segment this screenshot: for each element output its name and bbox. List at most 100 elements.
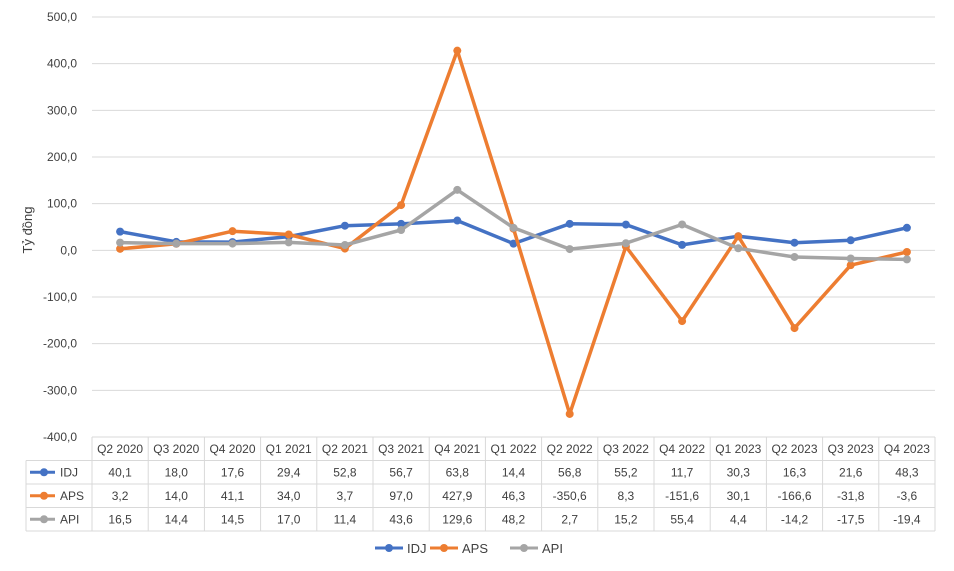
y-tick-label: 400,0 xyxy=(47,57,77,71)
data-point xyxy=(397,219,406,228)
data-point xyxy=(453,46,462,55)
legend-marker xyxy=(520,544,528,552)
table-cell: 55,2 xyxy=(614,465,638,479)
data-point xyxy=(340,221,349,230)
data-point xyxy=(734,232,743,241)
y-tick-label: 500,0 xyxy=(47,10,77,24)
table-cell: 4,4 xyxy=(730,512,747,526)
x-tick-label: Q1 2021 xyxy=(266,442,312,456)
table-cell: 97,0 xyxy=(389,489,413,503)
data-point xyxy=(116,244,125,253)
data-point xyxy=(565,219,574,228)
data-point xyxy=(340,241,349,250)
data-point xyxy=(228,239,237,248)
data-point xyxy=(678,220,687,229)
series-lines xyxy=(116,46,911,418)
table-cell: 16,3 xyxy=(783,465,807,479)
table-cell: -31,8 xyxy=(837,489,865,503)
data-table: Q2 2020 Q3 2020 Q4 2020 Q1 2021 Q2 2021 Q3 20… xyxy=(25,437,936,532)
data-point xyxy=(790,238,799,247)
table-cell: -14,2 xyxy=(781,512,809,526)
x-tick-label: Q1 2022 xyxy=(490,442,536,456)
y-tick-label: 300,0 xyxy=(47,103,77,117)
table-cell: -3,6 xyxy=(897,489,918,503)
data-point xyxy=(902,248,911,257)
table-cell: 34,0 xyxy=(277,489,301,503)
legend-label: APS xyxy=(462,541,488,556)
y-tick-label: -300,0 xyxy=(43,383,77,397)
data-point xyxy=(397,225,406,234)
data-point xyxy=(116,238,125,247)
x-tick-label: Q2 2021 xyxy=(322,442,368,456)
data-point xyxy=(790,324,799,333)
table-cell: 11,4 xyxy=(334,512,357,526)
y-tick-label: -400,0 xyxy=(43,430,77,444)
x-tick-label: Q4 2020 xyxy=(209,442,255,456)
table-cell: 48,2 xyxy=(502,512,526,526)
table-key-marker xyxy=(40,491,48,500)
data-point xyxy=(116,227,125,236)
table-cell: 52,8 xyxy=(333,465,357,479)
data-point xyxy=(284,238,293,247)
table-cell: 63,8 xyxy=(446,465,470,479)
table-cell: 30,1 xyxy=(727,489,751,503)
legend-marker xyxy=(440,544,448,552)
table-cell: 14,0 xyxy=(165,489,189,503)
table-row: IDJ 40,1 18,0 17,6 29,4 52,8 56,7 63,8 14,4 56,8 5… xyxy=(30,465,919,479)
data-point xyxy=(397,201,406,210)
gridlines xyxy=(92,16,935,438)
x-tick-label: Q4 2022 xyxy=(659,442,705,456)
data-point xyxy=(284,230,293,239)
table-cell: -166,6 xyxy=(777,489,811,503)
data-point xyxy=(453,216,462,225)
data-point xyxy=(678,317,687,326)
x-tick-label: Q3 2020 xyxy=(153,442,199,456)
data-point xyxy=(621,239,630,248)
table-cell: 11,7 xyxy=(671,465,694,479)
table-cell: 40,1 xyxy=(108,465,132,479)
series-api xyxy=(116,185,911,264)
table-cell: 14,5 xyxy=(221,512,245,526)
table-series-name: APS xyxy=(60,489,84,503)
data-point xyxy=(621,220,630,229)
legend-item-idj: IDJ xyxy=(375,541,427,556)
y-tick-label: 200,0 xyxy=(47,150,77,164)
table-cell: 3,2 xyxy=(112,489,129,503)
table-cell: -151,6 xyxy=(665,489,699,503)
y-axis-ticks: 500,0 400,0 300,0 200,0 100,0 0,0 -100,0 -200,0… xyxy=(43,10,77,444)
legend-label: API xyxy=(542,541,563,556)
x-tick-label: Q2 2023 xyxy=(771,442,817,456)
table-cell: 18,0 xyxy=(165,465,189,479)
y-tick-label: -200,0 xyxy=(43,337,77,351)
x-tick-label: Q1 2023 xyxy=(715,442,761,456)
data-point xyxy=(509,223,518,232)
x-tick-label: Q4 2021 xyxy=(434,442,480,456)
table-cell: 55,4 xyxy=(670,512,694,526)
data-point xyxy=(846,236,855,245)
x-tick-label: Q2 2022 xyxy=(547,442,593,456)
data-point xyxy=(790,252,799,261)
table-cell: 14,4 xyxy=(165,512,189,526)
x-tick-label: Q4 2023 xyxy=(884,442,930,456)
table-cell: -19,4 xyxy=(893,512,921,526)
data-point xyxy=(453,185,462,194)
table-cell: -350,6 xyxy=(553,489,587,503)
table-row: APS 3,2 14,0 41,1 34,0 3,7 97,0 427,9 46,3 -350,6… xyxy=(30,489,918,503)
x-tick-label: Q3 2023 xyxy=(828,442,874,456)
data-point xyxy=(678,240,687,249)
y-tick-label: 0,0 xyxy=(60,243,77,257)
data-point xyxy=(228,227,237,236)
table-cell: 56,8 xyxy=(558,465,582,479)
table-cell: 3,7 xyxy=(337,489,354,503)
data-point xyxy=(509,239,518,248)
data-point xyxy=(846,261,855,270)
data-point xyxy=(902,255,911,264)
data-point xyxy=(172,239,181,248)
table-series-name: IDJ xyxy=(60,465,78,479)
table-key-marker xyxy=(40,468,48,477)
legend: IDJ APS API xyxy=(375,541,563,556)
table-cell: 17,6 xyxy=(221,465,245,479)
y-tick-label: -100,0 xyxy=(43,290,77,304)
x-tick-label: Q3 2022 xyxy=(603,442,649,456)
table-cell: 46,3 xyxy=(502,489,526,503)
